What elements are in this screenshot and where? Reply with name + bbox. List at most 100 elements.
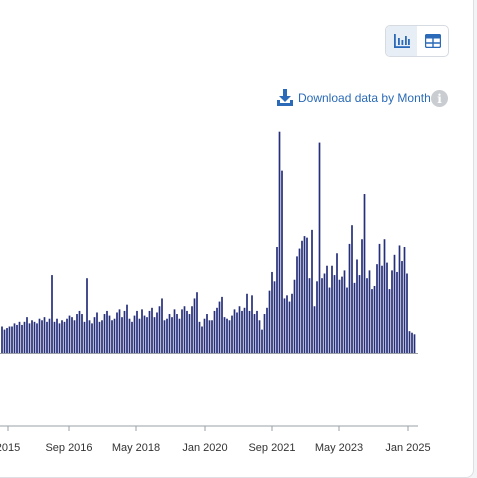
bar[interactable]	[78, 310, 81, 353]
bar[interactable]	[153, 317, 156, 353]
bar[interactable]	[151, 307, 153, 353]
table-view-button[interactable]	[417, 26, 448, 56]
bar[interactable]	[91, 323, 93, 353]
bar[interactable]	[41, 320, 43, 353]
bar[interactable]	[303, 236, 306, 353]
bar[interactable]	[346, 287, 348, 353]
bar[interactable]	[101, 320, 103, 353]
bar[interactable]	[36, 323, 38, 353]
bar[interactable]	[331, 265, 333, 353]
bar[interactable]	[73, 320, 76, 353]
bar[interactable]	[401, 261, 403, 353]
bar[interactable]	[186, 310, 188, 353]
bar[interactable]	[306, 237, 308, 353]
bar[interactable]	[178, 318, 181, 353]
bar[interactable]	[191, 306, 193, 353]
bar[interactable]	[51, 275, 53, 353]
bar[interactable]	[143, 315, 146, 353]
bar[interactable]	[48, 318, 51, 353]
bar[interactable]	[18, 321, 21, 353]
bar[interactable]	[321, 278, 323, 353]
bar[interactable]	[146, 317, 148, 353]
bar[interactable]	[211, 320, 213, 353]
bar[interactable]	[228, 320, 231, 353]
bar[interactable]	[26, 317, 28, 353]
bar[interactable]	[58, 323, 61, 353]
bar[interactable]	[76, 314, 78, 353]
bar[interactable]	[156, 312, 158, 353]
bar[interactable]	[318, 142, 321, 353]
bar[interactable]	[251, 295, 253, 353]
bar[interactable]	[311, 229, 313, 353]
bar[interactable]	[113, 318, 116, 353]
bar[interactable]	[148, 310, 151, 353]
bar[interactable]	[246, 293, 248, 353]
bar[interactable]	[13, 323, 16, 353]
bar[interactable]	[213, 310, 216, 353]
bar[interactable]	[271, 271, 273, 353]
bar[interactable]	[243, 307, 246, 353]
bar[interactable]	[296, 256, 298, 353]
bar[interactable]	[128, 318, 131, 353]
bar[interactable]	[323, 273, 326, 353]
bar[interactable]	[338, 279, 341, 353]
bar[interactable]	[83, 321, 86, 353]
bar[interactable]	[16, 324, 18, 353]
bar[interactable]	[203, 318, 206, 353]
bar[interactable]	[111, 320, 113, 353]
download-data-link[interactable]: Download data by Month	[276, 89, 431, 107]
bar[interactable]	[408, 331, 411, 353]
bar[interactable]	[293, 279, 296, 353]
bar[interactable]	[61, 320, 63, 353]
bar[interactable]	[33, 321, 36, 353]
bar[interactable]	[256, 310, 258, 353]
bar[interactable]	[56, 318, 58, 353]
bar[interactable]	[238, 306, 241, 353]
bar[interactable]	[223, 317, 226, 353]
bar[interactable]	[291, 293, 293, 353]
bar[interactable]	[253, 314, 256, 353]
bar[interactable]	[138, 318, 141, 353]
bar[interactable]	[361, 239, 363, 353]
bar[interactable]	[198, 321, 201, 353]
bar[interactable]	[356, 259, 358, 353]
bar[interactable]	[3, 329, 6, 353]
bar[interactable]	[298, 248, 301, 353]
bar[interactable]	[216, 307, 218, 353]
bar[interactable]	[123, 310, 126, 353]
bar[interactable]	[1, 326, 3, 354]
bar[interactable]	[406, 273, 408, 353]
bar[interactable]	[166, 318, 168, 353]
bar[interactable]	[261, 329, 263, 353]
bar[interactable]	[248, 310, 251, 353]
bar[interactable]	[206, 314, 208, 353]
bar[interactable]	[308, 278, 311, 353]
bar[interactable]	[183, 306, 186, 353]
bar[interactable]	[341, 276, 343, 353]
bar[interactable]	[313, 306, 316, 353]
bar[interactable]	[43, 317, 46, 353]
bar[interactable]	[281, 170, 283, 353]
bar[interactable]	[98, 321, 101, 353]
bar[interactable]	[53, 321, 56, 353]
bar[interactable]	[221, 296, 223, 353]
bar[interactable]	[168, 314, 171, 353]
bar[interactable]	[106, 310, 108, 353]
bar[interactable]	[376, 264, 378, 353]
info-icon[interactable]: i	[431, 90, 448, 107]
bar[interactable]	[181, 309, 183, 353]
bar[interactable]	[108, 315, 111, 353]
bar[interactable]	[413, 334, 416, 353]
bar[interactable]	[273, 281, 276, 353]
bar[interactable]	[118, 309, 121, 353]
bar[interactable]	[368, 270, 371, 353]
bar[interactable]	[126, 304, 128, 353]
bar[interactable]	[373, 285, 376, 353]
bar[interactable]	[218, 301, 221, 353]
bar[interactable]	[381, 265, 383, 353]
bar[interactable]	[301, 240, 303, 353]
bar[interactable]	[196, 292, 198, 353]
bar[interactable]	[173, 309, 176, 353]
bar[interactable]	[403, 247, 406, 353]
bar[interactable]	[66, 318, 68, 353]
